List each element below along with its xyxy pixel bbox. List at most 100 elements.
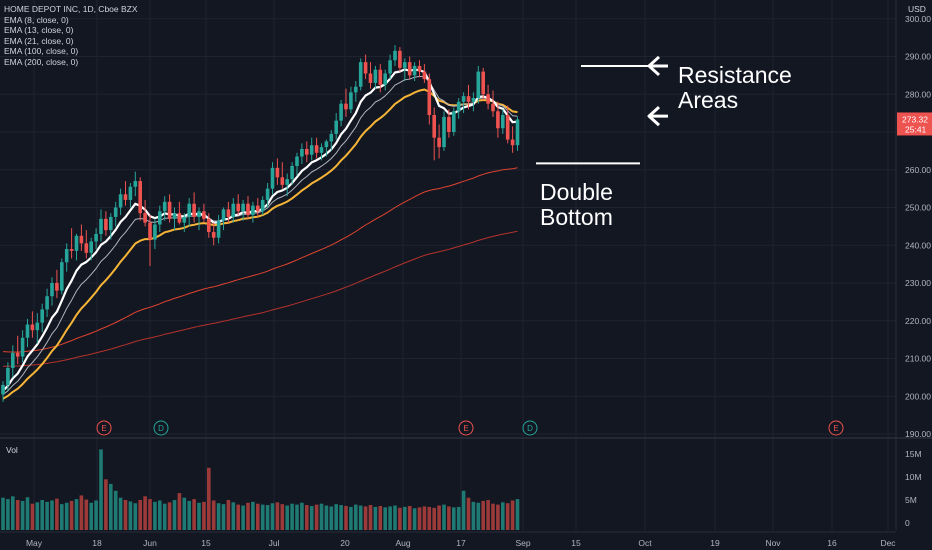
volume-bar <box>265 505 270 530</box>
candle-body <box>314 145 319 153</box>
volume-tick-label: 15M <box>905 449 922 459</box>
candle-body <box>167 201 172 219</box>
indicator-ema-8[interactable]: EMA (8, close, 0) <box>4 14 69 25</box>
time-tick-label: 16 <box>827 538 837 548</box>
volume-bar <box>221 504 226 530</box>
price-tick-label: 210.00 <box>905 354 931 364</box>
volume-bar <box>246 502 250 530</box>
price-tick-label: 250.00 <box>905 203 931 213</box>
indicator-ema-100[interactable]: EMA (100, close, 0) <box>4 46 79 56</box>
volume-bar <box>109 483 113 530</box>
candle-body <box>35 322 40 331</box>
candle-body <box>412 65 417 76</box>
candle-body <box>354 86 358 93</box>
candle-body <box>422 71 427 80</box>
time-tick-label: 15 <box>571 538 581 548</box>
volume-bar <box>437 505 441 530</box>
candle-body <box>256 205 260 212</box>
last-price-label: 273.32 <box>902 114 928 124</box>
indicator-ema-21[interactable]: EMA (21, close, 0) <box>4 35 74 46</box>
volume-bar <box>270 503 275 530</box>
candle-body <box>55 283 59 291</box>
volume-bar <box>1 497 5 530</box>
volume-bar <box>15 500 20 530</box>
resistance-line-2: Areas <box>678 87 739 113</box>
volume-bar <box>231 502 236 530</box>
candle-body <box>148 222 152 240</box>
double-bottom-line-2: Bottom <box>540 204 613 230</box>
candle-body <box>20 337 25 357</box>
candle-body <box>329 133 334 142</box>
candle-body <box>378 69 383 85</box>
indicator-ema-13[interactable]: EMA (13, close, 0) <box>4 25 74 35</box>
candle-body <box>280 177 285 185</box>
price-tick-label: 190.00 <box>905 429 931 439</box>
volume-bar <box>118 497 123 530</box>
candle-body <box>285 179 289 185</box>
volume-bar <box>398 507 402 530</box>
time-tick-label: 19 <box>710 538 720 548</box>
volume-bar <box>40 500 44 530</box>
volume-bar <box>422 506 427 530</box>
time-tick-label: Dec <box>880 538 896 548</box>
arrow-left-icon <box>647 106 661 127</box>
volume-bar <box>329 506 334 530</box>
earnings-marker <box>96 420 112 436</box>
volume-bar <box>496 504 500 530</box>
volume-bar <box>123 500 128 530</box>
candle-body <box>50 283 54 297</box>
candle-body <box>207 218 211 233</box>
volume-bar <box>84 499 89 530</box>
volume-bar <box>378 505 383 530</box>
candle-body <box>226 209 231 217</box>
volume-bar <box>452 507 456 530</box>
candle-body <box>133 181 138 187</box>
time-tick-label: Aug <box>395 538 410 548</box>
indicator-ema-200[interactable]: EMA (200, close, 0) <box>4 56 79 67</box>
volume-bar <box>104 479 108 530</box>
volume-bar <box>305 505 309 530</box>
symbol-title[interactable]: HOME DEPOT INC, 1D, Cboe BZX <box>4 4 138 14</box>
candle-body <box>11 352 15 368</box>
volume-bar <box>251 501 255 530</box>
earnings-marker <box>828 420 844 436</box>
candle-body <box>74 235 79 251</box>
candle-body <box>216 220 221 238</box>
volume-bar <box>280 504 285 530</box>
volume-bar <box>25 497 30 530</box>
volume-tick-label: 5M <box>905 495 917 505</box>
volume-bar <box>505 503 510 530</box>
candle-body <box>403 62 407 68</box>
event-label: D <box>527 424 533 433</box>
drawings <box>536 55 668 165</box>
time-tick-label: 18 <box>92 538 102 548</box>
candle-body <box>486 94 490 104</box>
volume-bar <box>94 500 98 530</box>
candle-body <box>158 211 162 225</box>
volume-bar <box>187 500 191 530</box>
event-label: E <box>833 424 838 433</box>
candle-body <box>187 203 191 217</box>
candle-body <box>358 62 363 87</box>
volume-bar <box>143 496 147 530</box>
candle-body <box>270 167 275 189</box>
volume-bar <box>256 503 260 530</box>
volume-bar <box>417 507 422 530</box>
price-tick-label: 240.00 <box>905 240 931 250</box>
candle-body <box>1 384 5 395</box>
volume-bar <box>393 505 397 530</box>
volume-bar <box>481 500 485 530</box>
volume-bar <box>260 504 265 530</box>
volume-bar <box>11 496 15 530</box>
volume-bar <box>74 499 79 530</box>
candle-body <box>432 115 436 138</box>
candle-body <box>109 216 113 231</box>
volume-bar <box>285 505 289 530</box>
candle-body <box>241 203 245 212</box>
candlesticks <box>1 45 520 402</box>
candle-body <box>79 235 84 244</box>
volume-bar <box>407 505 412 530</box>
candle-body <box>60 262 64 291</box>
